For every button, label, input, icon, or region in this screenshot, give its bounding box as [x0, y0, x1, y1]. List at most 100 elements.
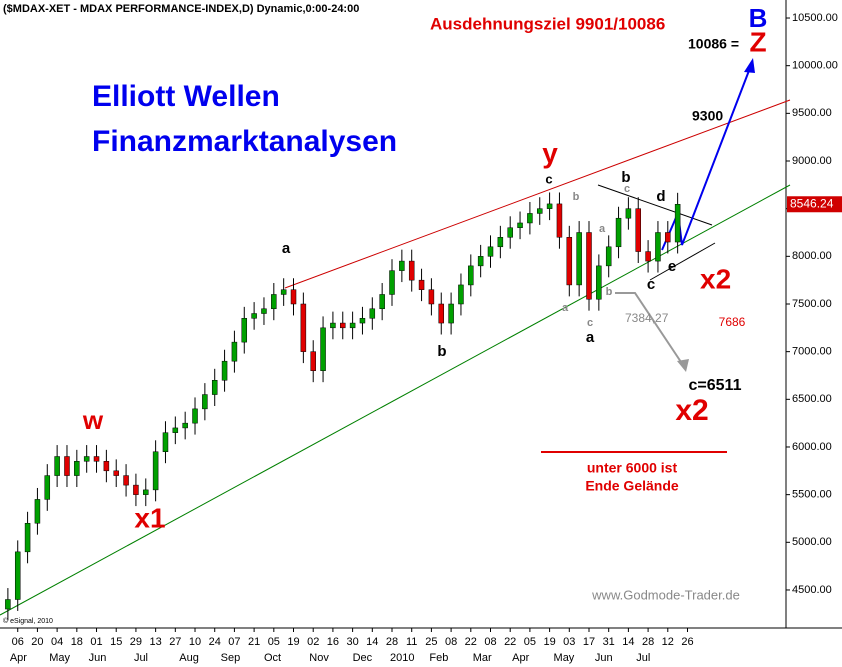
- annotation: w: [82, 405, 104, 435]
- annotation: b: [437, 343, 446, 360]
- candle-body: [418, 279, 425, 290]
- candle-body: [536, 208, 543, 214]
- x-tick-label: 01: [90, 636, 102, 648]
- x-month-label: Apr: [512, 652, 529, 664]
- candle-body: [389, 270, 395, 295]
- candle-body: [310, 351, 316, 371]
- target-arrow: [615, 292, 684, 366]
- y-tick-label: 7000.00: [792, 346, 832, 358]
- candle-body: [123, 475, 129, 486]
- x-tick-label: 19: [543, 636, 555, 648]
- candle-body: [428, 289, 435, 305]
- candle-body: [251, 313, 257, 319]
- x-tick-label: 30: [346, 636, 358, 648]
- candle-body: [556, 203, 563, 238]
- y-tick-label: 10500.00: [792, 12, 838, 24]
- annotation: c: [545, 171, 552, 186]
- candle-body: [300, 303, 307, 352]
- annotation: Ausdehnungsziel 9901/10086: [430, 14, 665, 33]
- candle-body: [379, 294, 385, 310]
- x-month-label: Sep: [221, 652, 241, 664]
- annotation: c=6511: [689, 377, 742, 394]
- x-month-label: Apr: [10, 652, 27, 664]
- y-tick-label: 10000.00: [792, 60, 838, 72]
- candle-body: [192, 408, 198, 424]
- candle-body: [320, 327, 326, 371]
- candle-body: [64, 456, 70, 476]
- candle-body: [44, 475, 51, 500]
- y-tick-label: 9500.00: [792, 107, 832, 119]
- candle-body: [54, 456, 60, 476]
- candle-body: [527, 213, 533, 224]
- x-month-label: May: [49, 652, 70, 664]
- forecast-arrowhead: [744, 58, 755, 73]
- candle-body: [566, 237, 573, 286]
- x-month-label: May: [554, 652, 575, 664]
- candle-body: [546, 203, 553, 209]
- annotation: x2: [675, 394, 708, 427]
- candle-body: [438, 303, 445, 324]
- candle-body: [497, 237, 504, 248]
- annotation: Finanzmarktanalysen: [92, 125, 397, 158]
- annotation: Elliott Wellen: [92, 80, 280, 113]
- candle-body: [349, 322, 356, 329]
- chart-title: ($MDAX-XET - MDAX PERFORMANCE-INDEX,D) D…: [3, 3, 359, 15]
- x-month-label: Nov: [309, 652, 329, 664]
- candle-body: [172, 427, 179, 433]
- candle-body: [113, 470, 119, 476]
- candle-body: [665, 232, 671, 243]
- annotation: c: [647, 276, 655, 293]
- annotation: x2: [700, 263, 731, 294]
- candle-body: [369, 308, 376, 319]
- x-tick-label: 19: [287, 636, 299, 648]
- candle-body: [280, 289, 287, 295]
- candle-body: [152, 451, 159, 491]
- x-month-label: Oct: [264, 652, 281, 664]
- candle-body: [211, 380, 218, 395]
- candle-body: [674, 204, 681, 243]
- triangle-lower-line: [649, 242, 716, 281]
- x-month-label: Jun: [595, 652, 613, 664]
- x-month-label: Mar: [473, 652, 492, 664]
- last-price-box: [787, 196, 842, 213]
- annotation: a: [562, 302, 569, 314]
- candle-body: [261, 308, 267, 314]
- annotation: x1: [134, 502, 165, 533]
- x-tick-label: 07: [228, 636, 240, 648]
- candle-body: [74, 461, 80, 476]
- x-tick-label: 04: [51, 636, 63, 648]
- annotation: Ende Gelände: [585, 478, 679, 494]
- annotation: 10086 =: [688, 36, 739, 52]
- annotation: b: [573, 191, 580, 203]
- target-arrowhead: [677, 359, 689, 372]
- x-tick-label: 10: [189, 636, 201, 648]
- x-tick-label: 14: [622, 636, 634, 648]
- candle-body: [14, 551, 21, 600]
- candle-body: [635, 208, 641, 252]
- annotation: y: [542, 137, 558, 168]
- x-tick-label: 22: [465, 636, 477, 648]
- x-tick-label: 18: [71, 636, 83, 648]
- candle-body: [143, 489, 149, 495]
- candle-body: [182, 422, 188, 429]
- candle-body: [408, 260, 415, 281]
- candle-body: [340, 322, 346, 329]
- candle-body: [241, 318, 248, 343]
- candle-body: [93, 456, 100, 462]
- x-tick-label: 27: [169, 636, 181, 648]
- x-tick-label: 03: [563, 636, 575, 648]
- annotation: unter 6000 ist: [587, 460, 678, 476]
- y-tick-label: 8000.00: [792, 250, 832, 262]
- last-price-label: 8546.24: [790, 196, 834, 210]
- annotation: d: [656, 188, 665, 205]
- x-month-label: Jun: [89, 652, 107, 664]
- y-tick-label: 9000.00: [792, 155, 832, 167]
- candle-body: [645, 251, 651, 262]
- candle-body: [290, 289, 297, 305]
- x-tick-label: 05: [268, 636, 280, 648]
- x-month-label: Feb: [429, 652, 448, 664]
- annotation: B: [749, 3, 768, 33]
- x-month-label: Jul: [134, 652, 148, 664]
